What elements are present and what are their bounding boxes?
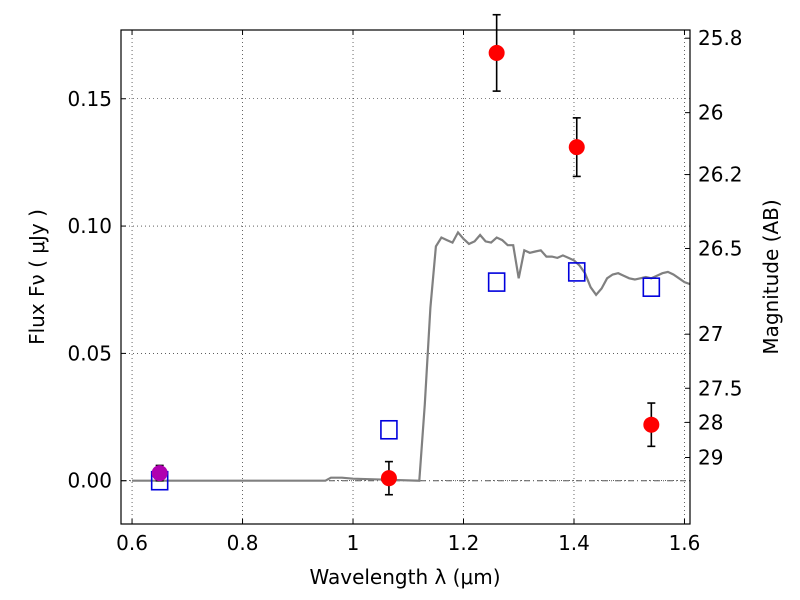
y-tick-label: 0.10 xyxy=(67,214,112,238)
model-photometry-boxes xyxy=(150,262,661,491)
x-tick-label: 0.8 xyxy=(227,531,259,555)
model-box xyxy=(642,277,661,297)
model-box xyxy=(380,419,398,440)
plot-background xyxy=(121,30,690,524)
observed-point xyxy=(151,465,168,482)
y-right-tick-label: 26 xyxy=(698,101,723,125)
observed-point xyxy=(643,416,660,433)
x-tick-label: 1.4 xyxy=(558,531,590,555)
y-right-tick-label: 26.5 xyxy=(698,236,743,260)
observed-point xyxy=(380,470,397,487)
y-tick-label: 0.00 xyxy=(67,469,112,493)
y-axis-label: Flux Fν ( μJy ) xyxy=(25,209,49,345)
y-tick-labels: 0.00 0.05 0.10 0.15 xyxy=(67,87,112,493)
y-right-tick-label: 27 xyxy=(698,322,723,346)
y-right-tick-label: 28 xyxy=(698,410,723,434)
x-tick-labels: 0.6 0.8 1 1.2 1.4 1.6 xyxy=(116,531,700,555)
x-tick-label: 1.6 xyxy=(669,531,701,555)
axis-ticks xyxy=(121,30,690,524)
observed-point xyxy=(488,44,505,61)
observed-points xyxy=(151,13,660,496)
y-right-tick-label: 29 xyxy=(698,445,723,469)
y-right-tick-label: 27.5 xyxy=(698,376,743,400)
x-tick-label: 1.2 xyxy=(448,531,480,555)
y-right-tick-labels: 25.8 26 26.2 26.5 27 27.5 28 29 xyxy=(698,26,743,469)
y-tick-label: 0.05 xyxy=(67,341,112,365)
y-right-tick-label: 26.2 xyxy=(698,163,743,187)
y-tick-label: 0.15 xyxy=(67,87,112,111)
model-box xyxy=(487,272,506,292)
model-box xyxy=(567,262,586,282)
y-right-axis-label: Magnitude (AB) xyxy=(759,199,783,354)
observed-point xyxy=(568,139,585,156)
plot-frame xyxy=(120,29,691,525)
y-right-tick-label: 25.8 xyxy=(698,26,743,50)
model-spectrum-line xyxy=(132,230,691,482)
x-tick-label: 0.6 xyxy=(116,531,148,555)
x-axis-label: Wavelength λ (μm) xyxy=(309,565,500,589)
x-tick-label: 1 xyxy=(347,531,360,555)
